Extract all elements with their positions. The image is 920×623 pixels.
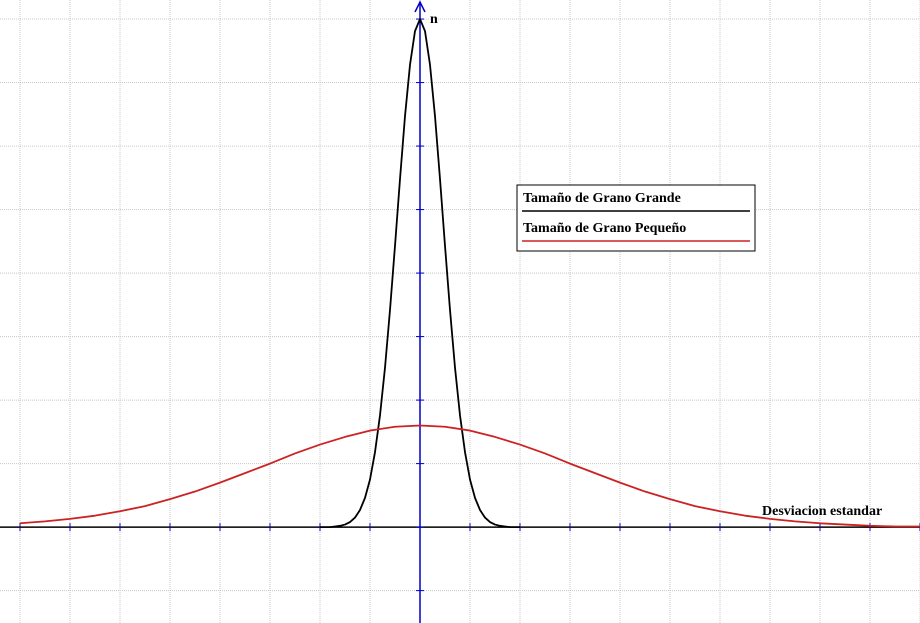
legend-label: Tamaño de Grano Grande [523, 191, 681, 206]
curves [19, 18, 920, 528]
legend-label: Tamaño de Grano Pequeño [523, 221, 686, 236]
x-axis-label: Desviacion estandar [762, 504, 882, 519]
legend-box [516, 184, 756, 252]
curve [320, 18, 520, 528]
curve [19, 424, 920, 528]
y-axis-arrow [414, 0, 426, 13]
y-axis-label: n [430, 12, 438, 27]
legend: Tamaño de Grano Grande Tamaño de Grano Pe… [516, 184, 756, 252]
labels: n Desviacion estandar [430, 12, 882, 519]
